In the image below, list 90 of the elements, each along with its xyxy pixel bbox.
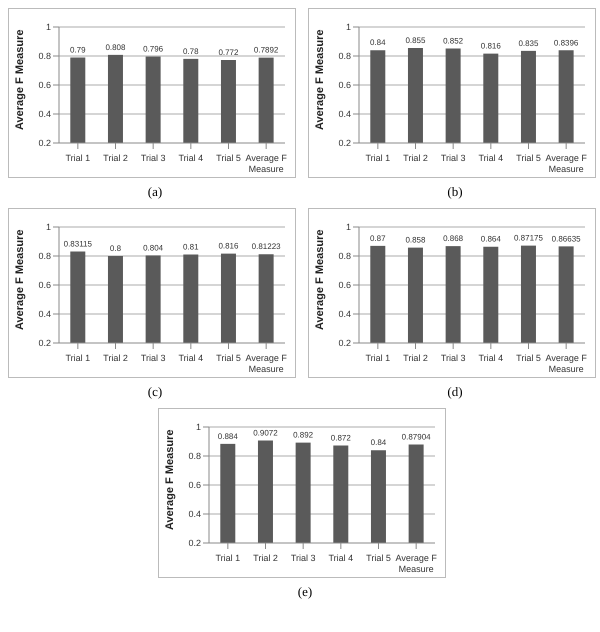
data-label: 0.858 <box>405 236 426 245</box>
data-label: 0.816 <box>218 242 240 251</box>
data-label: 0.868 <box>443 234 464 244</box>
y-tick-label: 0.4 <box>38 109 51 120</box>
x-tick-label: Trial 1 <box>365 353 390 363</box>
y-tick-label: 0.2 <box>338 138 351 148</box>
y-tick-label: 0.6 <box>38 80 51 90</box>
y-tick-label: 0.2 <box>188 538 201 548</box>
data-label: 0.84 <box>370 38 386 48</box>
data-label: 0.892 <box>293 430 314 440</box>
data-label: 0.852 <box>443 36 464 46</box>
x-tick-label: Trial 4 <box>178 153 204 163</box>
y-tick-label: 1 <box>196 422 201 432</box>
data-label: 0.808 <box>105 42 126 52</box>
x-tick-label: Trial 3 <box>140 353 166 363</box>
data-label: 0.78 <box>183 46 200 56</box>
y-tick-label: 1 <box>46 222 51 232</box>
y-tick-label: 0.6 <box>38 280 51 290</box>
data-label: 0.872 <box>330 434 352 443</box>
x-tick-label: Trial 2 <box>403 153 428 163</box>
data-label: 0.804 <box>143 243 164 252</box>
data-label: 0.8 <box>110 244 122 253</box>
data-label: 0.84 <box>370 438 387 448</box>
y-tick-label: 0.8 <box>188 451 201 462</box>
y-tick-label: 0.4 <box>338 109 351 120</box>
x-tick-label: Trial 5 <box>516 353 541 363</box>
data-label: 0.81 <box>183 242 200 252</box>
y-tick-label: 0.6 <box>338 80 351 90</box>
data-label: 0.87 <box>370 234 386 243</box>
x-tick-label: Average F Measure <box>545 353 588 374</box>
x-tick-label: Trial 2 <box>253 553 278 563</box>
y-tick-label: 0.6 <box>188 480 201 490</box>
y-tick-label: 0.6 <box>338 280 351 290</box>
y-tick-label: 0.2 <box>38 338 51 348</box>
y-tick-label: 0.8 <box>338 251 351 262</box>
data-label: 0.884 <box>218 432 238 441</box>
x-tick-label: Trial 5 <box>516 153 541 163</box>
x-tick-label: Trial 4 <box>328 553 354 563</box>
x-tick-label: Trial 3 <box>440 353 466 363</box>
y-tick-label: 0.2 <box>38 138 51 148</box>
data-label: 0.9072 <box>253 428 278 438</box>
data-label: 0.796 <box>143 44 164 54</box>
x-tick-label: Trial 3 <box>290 553 316 563</box>
x-tick-label: Trial 2 <box>403 353 428 363</box>
y-tick-label: 0.4 <box>188 509 201 520</box>
y-tick-label: 0.4 <box>38 309 51 320</box>
data-label: 0.79 <box>70 45 86 54</box>
text: (a) <box>146 184 164 200</box>
x-tick-label: Trial 1 <box>365 153 390 163</box>
x-tick-label: Trial 5 <box>216 353 241 363</box>
y-tick-label: 1 <box>46 22 51 32</box>
data-label: 0.87175 <box>514 234 544 243</box>
y-tick-label: 0.4 <box>338 309 351 320</box>
x-tick-label: Trial 2 <box>103 353 128 363</box>
data-label: 0.87904 <box>402 432 432 442</box>
text: (e) <box>296 584 314 600</box>
y-tick-label: 1 <box>346 22 351 32</box>
x-tick-label: Trial 5 <box>216 153 241 163</box>
text: (c) <box>146 384 164 400</box>
data-label: 0.855 <box>405 36 426 46</box>
data-label: 0.7892 <box>254 46 279 55</box>
x-tick-label: Trial 4 <box>478 153 504 163</box>
x-tick-label: Trial 1 <box>65 353 90 363</box>
x-tick-label: Average F Measure <box>245 153 288 174</box>
x-tick-label: Trial 4 <box>178 353 204 363</box>
x-tick-label: Trial 3 <box>440 153 466 163</box>
data-label: 0.83115 <box>64 239 93 248</box>
x-tick-label: Trial 4 <box>478 353 504 363</box>
x-tick-label: Trial 1 <box>65 153 90 163</box>
x-tick-label: Average F Measure <box>545 153 588 174</box>
x-tick-label: Average F Measure <box>395 553 438 574</box>
x-tick-label: Average F Measure <box>245 353 288 374</box>
data-label: 0.772 <box>218 48 240 58</box>
data-label: 0.864 <box>480 234 502 244</box>
data-label: 0.81223 <box>252 242 282 252</box>
text: (b) <box>446 184 464 200</box>
text: (d) <box>446 384 464 400</box>
y-tick-label: 0.8 <box>38 51 51 62</box>
x-tick-label: Trial 2 <box>103 153 128 163</box>
data-label: 0.8396 <box>554 38 579 48</box>
data-label: 0.86635 <box>552 234 582 244</box>
x-tick-label: Trial 5 <box>366 553 391 563</box>
data-label: 0.816 <box>480 42 502 51</box>
data-label: 0.835 <box>518 38 540 48</box>
x-tick-label: Trial 1 <box>215 553 240 563</box>
y-tick-label: 0.2 <box>338 338 351 348</box>
y-tick-label: 1 <box>346 222 351 232</box>
y-tick-label: 0.8 <box>38 251 51 262</box>
x-tick-label: Trial 3 <box>140 153 166 163</box>
y-tick-label: 0.8 <box>338 51 351 62</box>
